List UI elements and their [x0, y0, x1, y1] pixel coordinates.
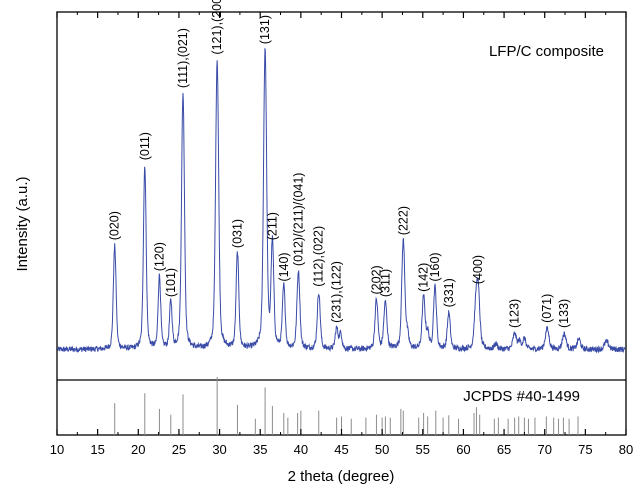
peak-label: (140)	[277, 252, 291, 281]
x-tick-label: 35	[253, 442, 267, 457]
x-tick-label: 55	[416, 442, 430, 457]
x-tick-label: 25	[172, 442, 186, 457]
x-axis-ticks: 10 15 20 25 30 35 40 45 50 55 60 65 70 75 80	[50, 12, 633, 457]
peak-labels: (020) (011) (120)(101) (111),(021) (121),(20…	[108, 0, 572, 328]
peak-label: (012)/(211)/(041)	[291, 173, 305, 267]
peak-label: (011)	[138, 132, 152, 160]
peak-label: (101)	[164, 268, 178, 297]
peak-label: (071)	[540, 294, 554, 323]
peak-label: (142)	[417, 263, 431, 292]
peak-label: (123)	[508, 299, 522, 328]
x-tick-label: 50	[375, 442, 389, 457]
peak-label: (160)	[428, 252, 442, 281]
peak-label: (131)	[258, 15, 272, 44]
peak-label: (031)	[231, 219, 245, 248]
peak-label: (400)	[471, 255, 485, 284]
peak-label: (231),(122)	[330, 261, 344, 323]
peak-label: (331)	[442, 278, 456, 307]
peak-label: (133)	[557, 299, 571, 328]
peak-label: (211)	[265, 212, 279, 240]
x-tick-label: 45	[334, 442, 348, 457]
x-tick-label: 15	[90, 442, 104, 457]
peak-label: (112),(022)	[312, 226, 326, 287]
reference-lines	[114, 377, 579, 435]
x-tick-label: 65	[497, 442, 511, 457]
x-tick-label: 75	[578, 442, 592, 457]
x-tick-label: 30	[212, 442, 226, 457]
series-label: LFP/C composite	[489, 43, 604, 60]
x-axis-title: 2 theta (degree)	[288, 468, 395, 485]
peak-label: (311)	[378, 269, 392, 297]
peak-label: (222)	[396, 206, 410, 235]
y-axis-title: Intensity (a.u.)	[14, 176, 31, 271]
peak-label: (121),(200)	[210, 0, 224, 55]
x-tick-label: 40	[294, 442, 308, 457]
x-tick-label: 80	[619, 442, 633, 457]
peak-label: (202)	[370, 265, 384, 294]
reference-label: JCPDS #40-1499	[463, 388, 580, 405]
x-tick-label: 10	[50, 442, 64, 457]
x-tick-label: 70	[537, 442, 551, 457]
peak-label: (020)	[108, 211, 122, 240]
x-tick-label: 20	[131, 442, 145, 457]
x-tick-label: 60	[456, 442, 470, 457]
peak-label: (120)	[152, 242, 166, 271]
peak-label: (111),(021)	[176, 28, 190, 88]
xrd-pattern-line	[57, 47, 626, 354]
